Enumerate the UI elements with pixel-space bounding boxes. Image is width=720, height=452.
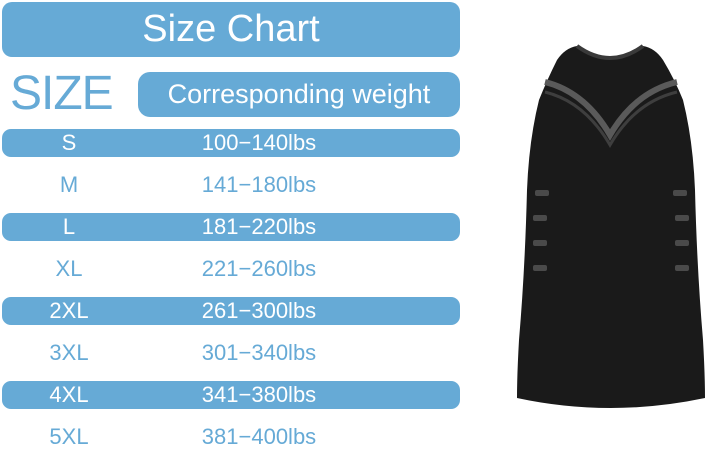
table-row: 3XL 301−340lbs [2,339,460,367]
weight-range: 181−220lbs [201,214,317,239]
size-label: XL [55,256,83,281]
table-row: L 181−220lbs [2,213,460,241]
weight-range: 341−380lbs [201,382,317,407]
compression-vest-image [517,44,705,408]
size-chart-title: Size Chart [2,2,460,57]
weight-range: 381−400lbs [201,424,317,449]
weight-range: 301−340lbs [201,340,317,365]
table-row: S 100−140lbs [2,129,460,157]
weight-range: 221−260lbs [201,256,317,281]
table-row: M 141−180lbs [2,171,460,199]
vest-body [517,46,705,408]
vest-chest-stripes [544,79,678,141]
size-label: 3XL [49,340,89,365]
table-row: XL 221−260lbs [2,255,460,283]
weight-range: 100−140lbs [201,130,317,155]
weight-column-header: Corresponding weight [138,72,460,117]
size-label: S [61,130,77,155]
weight-range: 261−300lbs [201,298,317,323]
table-row: 5XL 381−400lbs [2,423,460,451]
vest-neck-trim [575,44,645,60]
size-label: L [62,214,76,239]
size-column-header: SIZE [10,67,114,120]
size-label: 5XL [49,424,89,449]
size-label: 2XL [49,298,89,323]
table-row: 2XL 261−300lbs [2,297,460,325]
weight-range: 141−180lbs [201,172,317,197]
table-row: 4XL 341−380lbs [2,381,460,409]
size-label: M [59,172,79,197]
size-label: 4XL [49,382,89,407]
